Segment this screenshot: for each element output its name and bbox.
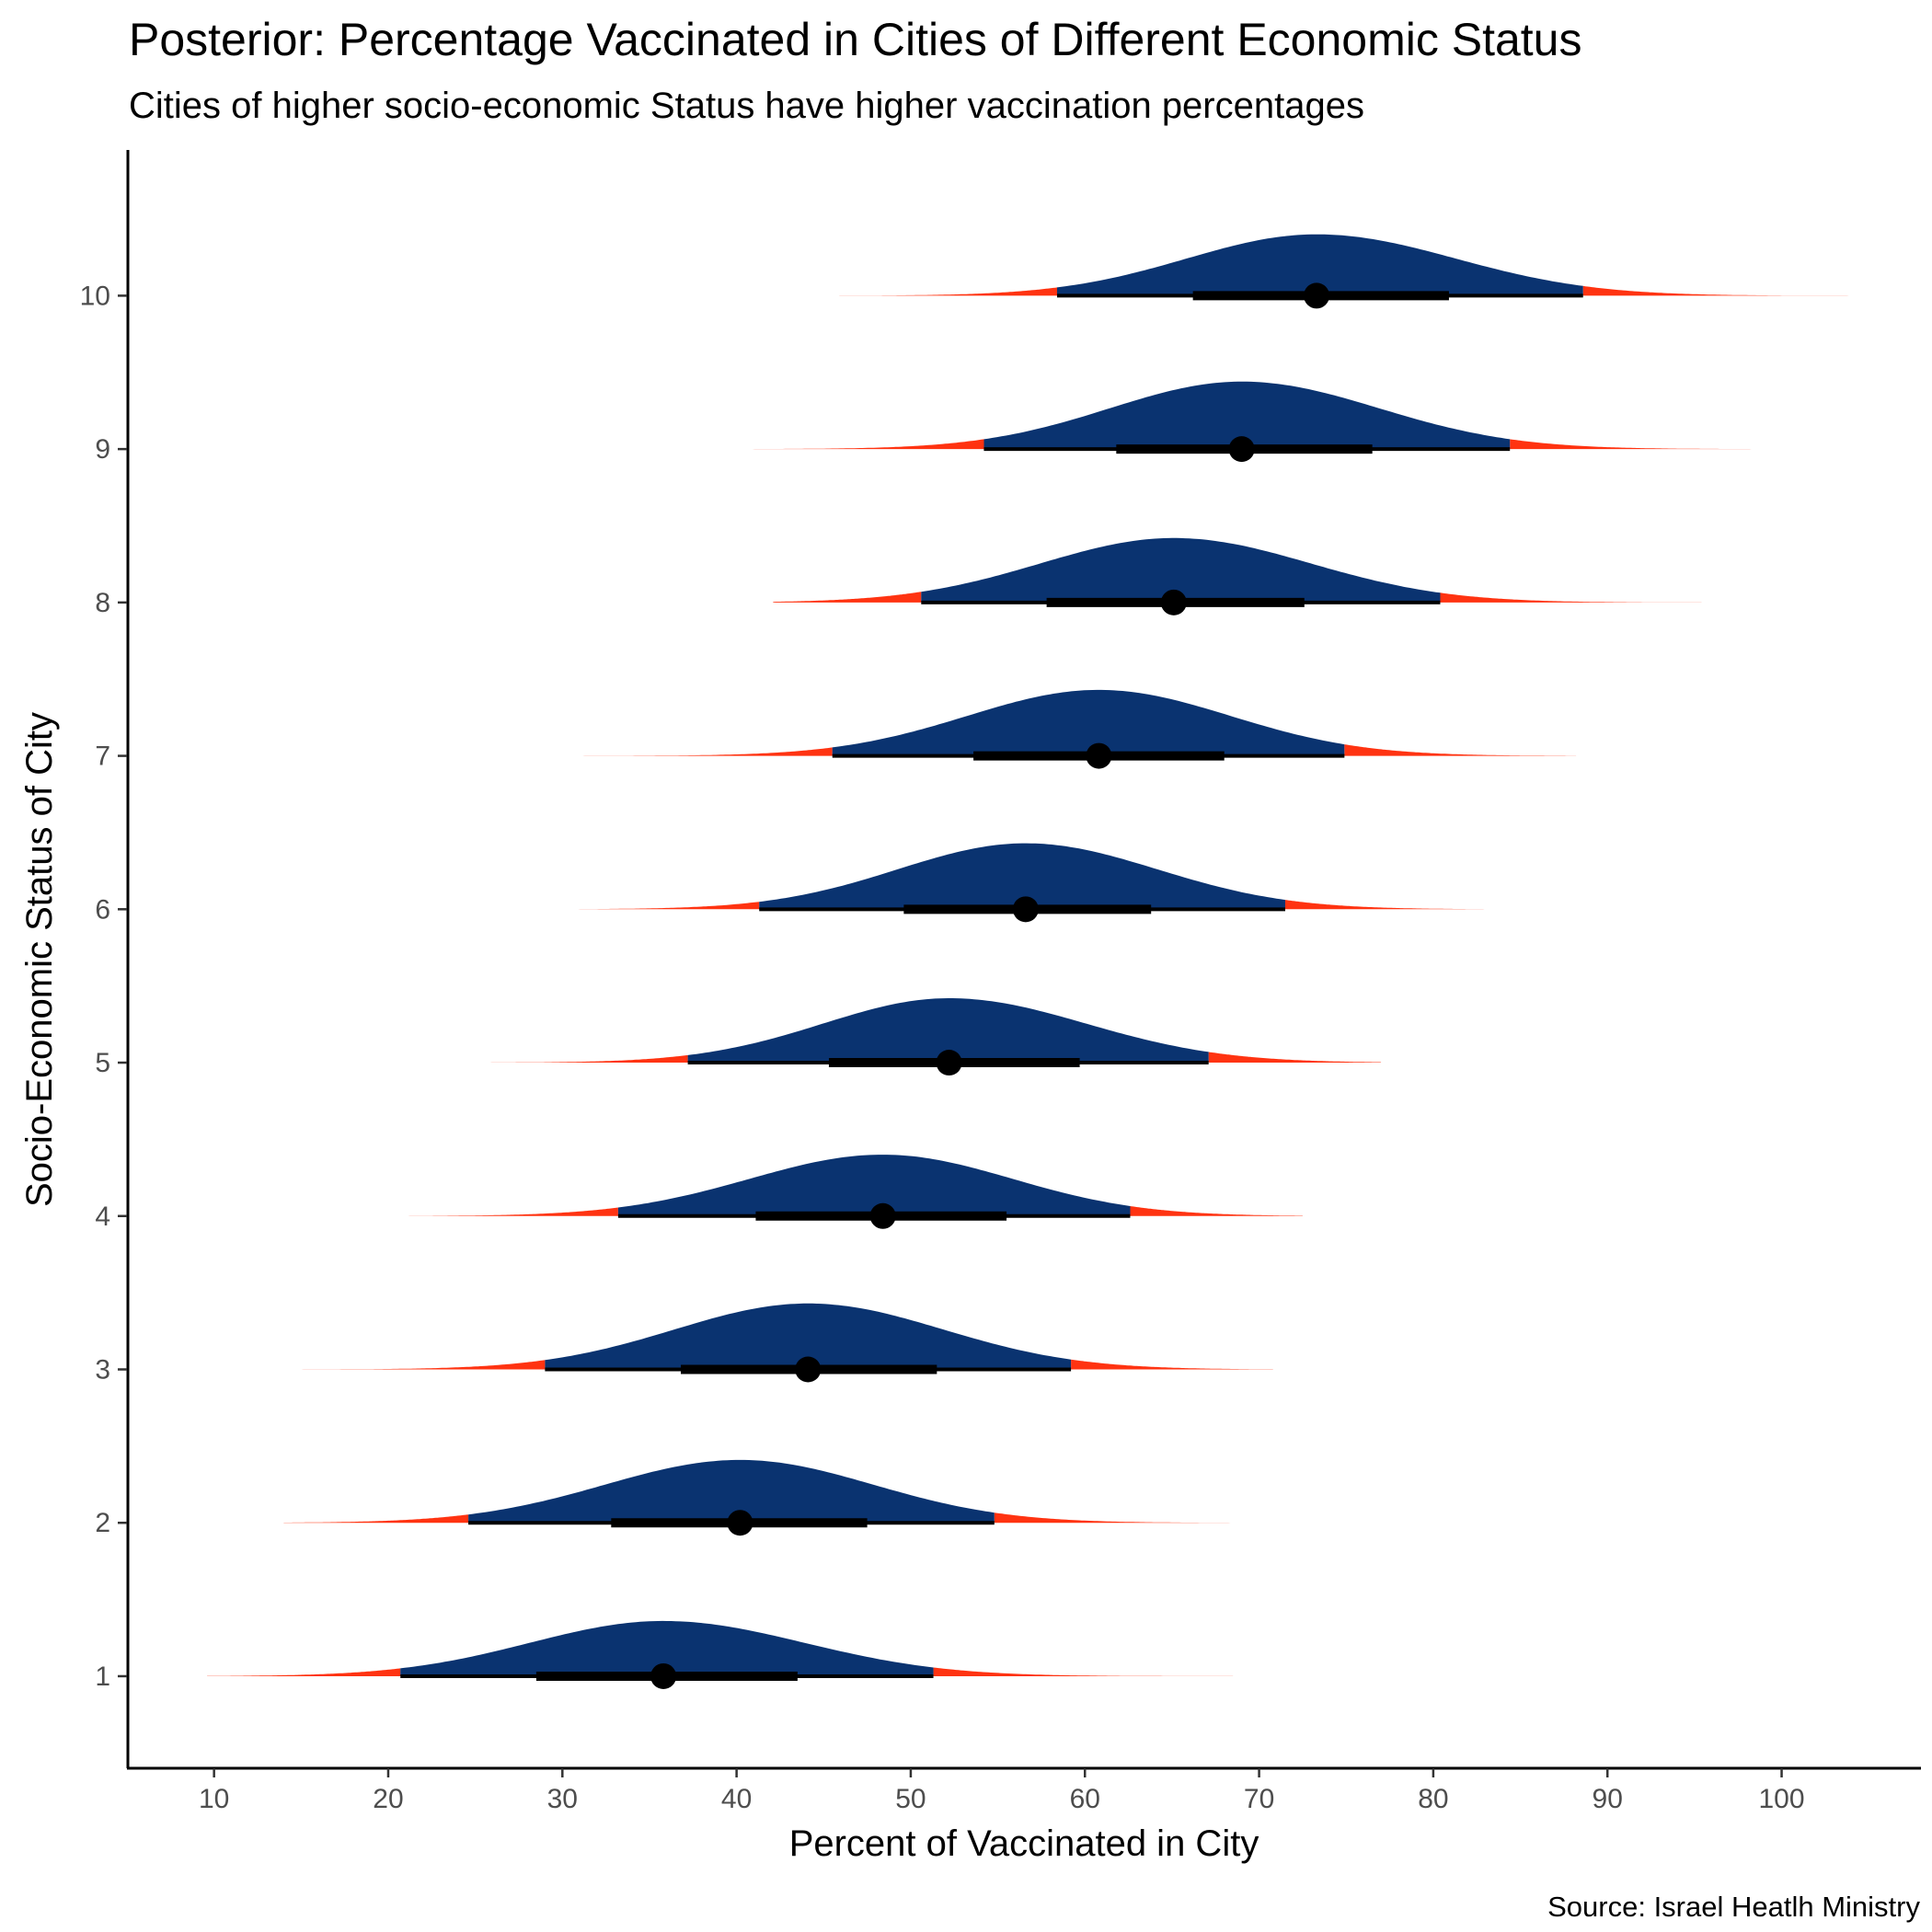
ridge-3-median-point: [795, 1356, 822, 1383]
chart-subtitle: Cities of higher socio-economic Status h…: [129, 86, 1364, 126]
ridge-5-right-tail: [1208, 1052, 1382, 1063]
ridge-5: [459, 998, 1382, 1076]
y-tick-label: 6: [95, 894, 110, 925]
ridge-4: [397, 1155, 1303, 1229]
ridge-10-median-point: [1304, 282, 1330, 309]
ridge-10-left-tail: [839, 287, 1057, 296]
ridge-1-median-point: [650, 1662, 677, 1689]
chart-caption: Source: Israel Heatlh Ministry: [1547, 1891, 1920, 1923]
ridge-7: [546, 689, 1577, 769]
ridge-9-left-tail: [652, 439, 984, 450]
ridge-8-right-tail: [1440, 592, 1702, 603]
ridge-7-median-point: [1086, 742, 1112, 769]
x-tick-label: 10: [199, 1784, 229, 1814]
ridge-9-right-tail: [1510, 439, 1765, 450]
ridge-6-right-tail: [1285, 900, 1505, 910]
chart-title: Posterior: Percentage Vaccinated in Citi…: [129, 14, 1582, 65]
y-tick-label: 5: [95, 1048, 110, 1078]
y-tick-label: 10: [80, 281, 110, 311]
ridge-4-right-tail: [1130, 1206, 1303, 1216]
ridge-10-body: [1057, 234, 1583, 296]
y-tick-label: 2: [95, 1508, 110, 1538]
ridge-7-right-tail: [1344, 744, 1577, 756]
ridge-2-body: [468, 1459, 995, 1524]
ridge-8-body: [921, 537, 1441, 603]
ridge-8-median-point: [1160, 589, 1187, 615]
x-tick-label: 90: [1593, 1784, 1623, 1814]
ridge-5-median-point: [936, 1050, 962, 1076]
ridge-3: [276, 1303, 1273, 1383]
ridge-7-left-tail: [546, 747, 833, 756]
y-tick-label: 8: [95, 588, 110, 618]
ridge-1-body: [400, 1620, 934, 1676]
y-tick-label: 3: [95, 1355, 110, 1386]
ridge-8: [773, 537, 1702, 615]
ridge-3-right-tail: [1071, 1359, 1273, 1370]
ridge-3-body: [545, 1303, 1072, 1370]
ridge-1-left-tail: [207, 1668, 401, 1676]
x-tick-label: 60: [1070, 1784, 1100, 1814]
ridge-4-body: [617, 1155, 1131, 1216]
x-axis-title: Percent of Vaccinated in City: [789, 1823, 1259, 1864]
ridges-group: [207, 234, 1852, 1689]
ridge-6: [480, 843, 1505, 923]
x-axis-ticks: 10 20 30 40 50 60 70 80 90 100: [199, 1768, 1805, 1814]
ridge-3-left-tail: [276, 1360, 546, 1370]
ridge-4-left-tail: [397, 1207, 618, 1216]
ridge-9: [652, 381, 1765, 463]
ridge-2-right-tail: [994, 1512, 1303, 1524]
ridge-8-left-tail: [773, 592, 922, 603]
ridge-4-median-point: [869, 1202, 896, 1229]
x-tick-label: 100: [1759, 1784, 1805, 1814]
y-axis-ticks: 1 2 3 4 5 6 7 8 9 10: [80, 281, 127, 1692]
ridge-2-left-tail: [283, 1514, 469, 1524]
x-tick-label: 80: [1418, 1784, 1448, 1814]
y-tick-label: 9: [95, 434, 110, 465]
x-tick-label: 40: [721, 1784, 752, 1814]
ridge-10: [839, 234, 1852, 309]
ridge-1-right-tail: [933, 1667, 1234, 1676]
ridge-9-body: [983, 381, 1511, 450]
ridge-2: [283, 1459, 1303, 1536]
y-tick-label: 7: [95, 742, 110, 772]
ridge-5-body: [687, 998, 1209, 1063]
ridge-10-right-tail: [1582, 285, 1852, 296]
ridge-9-median-point: [1228, 436, 1255, 463]
x-tick-label: 20: [373, 1784, 403, 1814]
y-tick-label: 1: [95, 1662, 110, 1692]
x-tick-label: 50: [895, 1784, 926, 1814]
x-tick-label: 70: [1244, 1784, 1274, 1814]
y-tick-label: 4: [95, 1202, 110, 1232]
ridge-6-median-point: [1012, 896, 1039, 923]
ridge-7-body: [832, 689, 1345, 756]
x-tick-label: 30: [547, 1784, 578, 1814]
ridge-2-median-point: [727, 1510, 753, 1536]
ridge-6-body: [759, 843, 1285, 910]
ridge-5-left-tail: [459, 1054, 688, 1063]
ridge-1: [207, 1620, 1234, 1689]
y-axis-title: Socio-Economic Status of City: [19, 712, 60, 1207]
ridge-6-left-tail: [480, 902, 760, 910]
